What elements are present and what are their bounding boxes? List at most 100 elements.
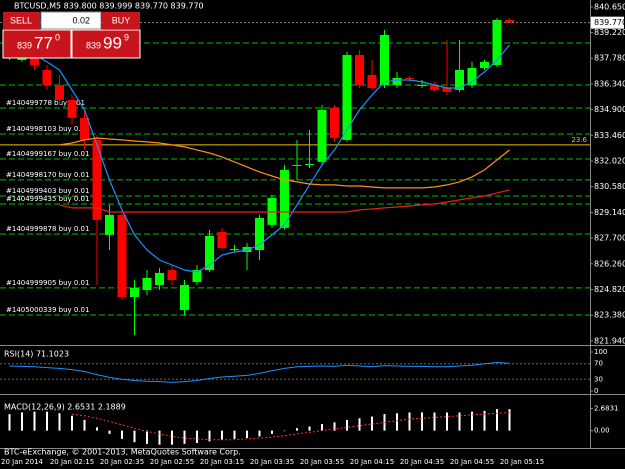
order-label: #1404999905 buy 0.01 [6, 279, 89, 287]
x-tick-label: 20 Jan 04:55 [450, 458, 494, 466]
y-tick-label: 2.6831 [594, 404, 619, 412]
order-label: #1404998170 buy 0.01 [6, 171, 89, 179]
sell-label[interactable]: SELL [10, 15, 32, 25]
price-tag [591, 16, 624, 29]
macd-bar [508, 409, 511, 431]
macd-bar [483, 410, 486, 431]
price-tag-label: 839.770 [594, 18, 625, 27]
rsi-title: RSI(14) 71.1023 [4, 350, 69, 359]
y-tick-label: 840.650 [594, 2, 625, 11]
buy-price-sup[interactable]: 9 [124, 32, 129, 42]
buy-price-prefix[interactable]: 839 [86, 40, 101, 50]
sell-price-prefix[interactable]: 839 [17, 40, 32, 50]
macd-bar [333, 422, 336, 431]
macd-bar [321, 424, 323, 431]
x-tick-label: 20 Jan 02:55 [150, 458, 194, 466]
y-tick-label: 826.260 [594, 259, 625, 268]
candle-body [492, 19, 502, 65]
buy-label[interactable]: BUY [112, 15, 131, 25]
lots-value[interactable]: 0.02 [72, 15, 90, 25]
moving-average [34, 44, 510, 273]
candle-body [330, 107, 339, 138]
candle-body [355, 54, 364, 85]
buy-button[interactable] [102, 12, 140, 29]
candle-body [367, 74, 377, 88]
candle-body [380, 34, 389, 85]
sell-price-big[interactable]: 77 [34, 33, 53, 52]
candle-body [417, 84, 427, 87]
macd-bar [108, 430, 111, 434]
candle-body [405, 77, 414, 79]
macd-bar [308, 426, 311, 431]
macd-bar [8, 414, 11, 431]
candle-body [142, 277, 152, 291]
y-tick-label: 836.340 [594, 79, 625, 88]
candle-body [455, 69, 464, 90]
macd-bar [208, 430, 211, 442]
y-tick-label: 824.820 [594, 285, 625, 294]
macd-bar [221, 430, 223, 440]
candle-body [480, 61, 489, 69]
macd-bar [458, 412, 461, 431]
candle-body [167, 270, 177, 281]
x-tick-label: 20 Jan 2014 [1, 458, 44, 466]
candle-body [42, 69, 52, 85]
buy-price-big[interactable]: 99 [103, 33, 122, 52]
macd-bar [471, 411, 473, 431]
candle-body [305, 164, 314, 166]
macd-bar [96, 427, 98, 431]
x-tick-label: 20 Jan 02:35 [100, 458, 144, 466]
sell-price-sup[interactable]: 0 [55, 32, 60, 42]
macd-bar [296, 428, 298, 431]
trade-panel: SELL 0.02 BUY 839 77 0 839 99 9 [2, 11, 141, 59]
y-tick-label: 833.460 [594, 131, 625, 140]
x-tick-label: 20 Jan 04:15 [350, 458, 394, 466]
candle-body [505, 19, 514, 23]
y-tick-label: 830.580 [594, 182, 625, 191]
x-tick-label: 20 Jan 04:35 [400, 458, 444, 466]
y-tick-label: 30 [594, 375, 603, 383]
x-tick-label: 20 Jan 03:35 [250, 458, 294, 466]
candle-body [55, 84, 64, 100]
macd-bar [446, 412, 448, 431]
y-tick-label: 832.020 [594, 156, 625, 165]
order-label: #140499778 buy 0.01 [6, 99, 85, 107]
buy-price-box[interactable] [71, 29, 141, 59]
macd-bar [496, 409, 498, 431]
macd-bar [83, 419, 86, 431]
sell-button[interactable] [3, 12, 40, 29]
candle-body [155, 272, 164, 286]
y-tick-label: 837.780 [594, 54, 625, 63]
order-label: #1404999878 buy 0.01 [6, 225, 89, 233]
macd-bar [396, 413, 398, 431]
macd-bar [421, 412, 423, 431]
sell-price-box[interactable] [2, 29, 72, 59]
macd-bar [171, 430, 173, 445]
candle-body [92, 139, 102, 220]
candle-body [67, 99, 77, 118]
y-tick-label: 839.220 [594, 28, 625, 37]
macd-bar [246, 430, 248, 439]
macd-bar [58, 413, 61, 431]
candle-body [467, 68, 477, 85]
macd-bar [283, 430, 286, 432]
macd-bar [146, 430, 148, 444]
candle-body [317, 109, 327, 162]
y-tick-label: 0.00 [594, 427, 610, 435]
macd-bar [433, 412, 436, 431]
y-tick-label: 827.700 [594, 234, 625, 243]
candle-body [230, 248, 239, 251]
macd-bar [358, 418, 361, 431]
macd-bar [271, 430, 273, 434]
candle-body [117, 214, 127, 297]
lots-input[interactable] [40, 11, 102, 30]
candle-body [342, 54, 352, 140]
moving-average [59, 189, 510, 213]
x-tick-label: 20 Jan 05:15 [500, 458, 544, 466]
macd-bar [408, 412, 411, 431]
y-tick-label: 834.900 [594, 105, 625, 114]
macd-title: MACD(12,26,9) 2.6531 2.1889 [4, 403, 126, 412]
